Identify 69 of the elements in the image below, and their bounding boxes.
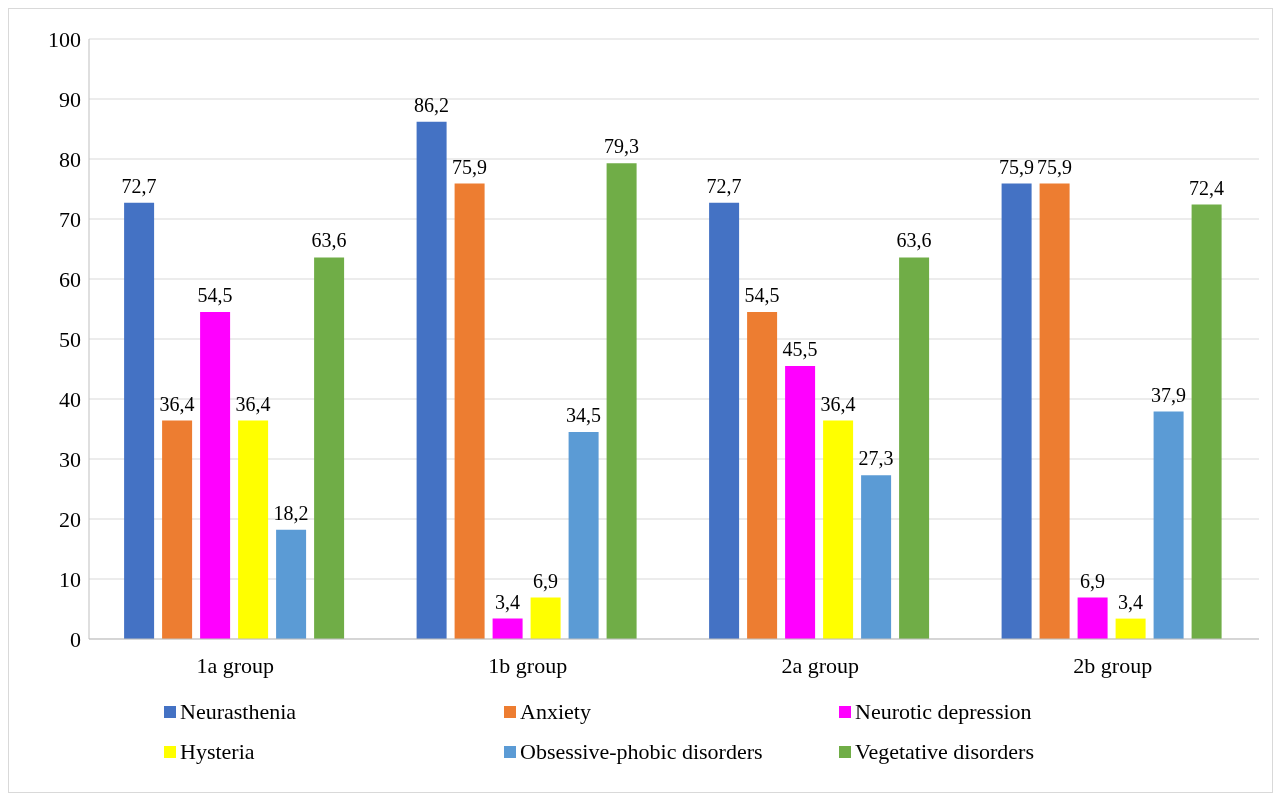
data-label: 3,4 — [1118, 590, 1144, 613]
y-tick-label: 50 — [59, 326, 81, 352]
legend-label: Anxiety — [520, 699, 591, 725]
y-tick-label: 40 — [59, 386, 81, 412]
data-label: 75,9 — [1037, 155, 1073, 178]
x-tick-label: 2a group — [781, 652, 860, 678]
bar — [492, 618, 523, 639]
y-tick-label: 60 — [59, 266, 81, 292]
legend-label: Neurotic depression — [855, 699, 1032, 725]
y-tick-label: 10 — [59, 566, 81, 592]
bar — [1153, 411, 1184, 639]
legend-label: Obsessive-phobic disorders — [520, 739, 763, 765]
bar — [709, 202, 740, 639]
bar — [238, 420, 269, 639]
x-tick-label: 1b group — [488, 652, 568, 678]
bar — [314, 257, 345, 639]
bar — [276, 529, 307, 639]
bar — [162, 420, 193, 639]
data-label: 27,3 — [858, 447, 894, 470]
data-label: 34,5 — [566, 404, 602, 426]
bar — [861, 475, 892, 639]
x-tick-label: 2b group — [1073, 652, 1153, 678]
bar — [1039, 183, 1070, 639]
y-tick-label: 0 — [70, 626, 81, 652]
data-label: 72,7 — [706, 174, 742, 197]
data-label: 36,4 — [820, 392, 856, 415]
bar — [785, 366, 816, 639]
bar — [1115, 618, 1146, 639]
bar — [1001, 183, 1032, 639]
data-label: 54,5 — [744, 284, 780, 306]
bar — [416, 121, 447, 639]
data-label: 72,4 — [1189, 176, 1225, 199]
y-tick-label: 20 — [59, 506, 81, 532]
bar — [823, 420, 854, 639]
bar — [899, 257, 930, 639]
data-label: 79,3 — [604, 135, 640, 158]
bar — [1077, 597, 1108, 639]
data-label: 36,4 — [235, 392, 271, 415]
data-label: 75,9 — [452, 155, 488, 178]
y-tick-label: 100 — [48, 26, 81, 52]
y-tick-label: 90 — [59, 86, 81, 112]
bar — [568, 432, 599, 639]
data-label: 6,9 — [1080, 569, 1106, 592]
data-label: 45,5 — [782, 338, 818, 360]
y-tick-label: 80 — [59, 146, 81, 172]
data-label: 54,5 — [197, 284, 233, 306]
data-label: 18,2 — [273, 501, 309, 524]
data-label: 37,9 — [1151, 383, 1187, 406]
y-tick-label: 30 — [59, 446, 81, 472]
x-tick-label: 1a group — [196, 652, 275, 678]
data-label: 3,4 — [495, 590, 521, 613]
data-label: 36,4 — [159, 392, 195, 415]
data-label: 63,6 — [311, 229, 347, 252]
bar — [200, 312, 231, 639]
bar — [530, 597, 561, 639]
data-label: 63,6 — [896, 229, 932, 252]
data-label: 72,7 — [121, 174, 157, 197]
data-label: 75,9 — [999, 155, 1035, 178]
bar — [454, 183, 485, 639]
bar — [606, 163, 637, 639]
bar — [747, 312, 778, 639]
legend-label: Hysteria — [180, 739, 255, 765]
legend-label: Neurasthenia — [180, 699, 297, 725]
data-label: 86,2 — [414, 93, 450, 116]
bar — [1191, 204, 1222, 639]
bar — [124, 202, 155, 639]
legend-label: Vegetative disorders — [855, 739, 1034, 765]
data-label: 6,9 — [533, 569, 559, 592]
y-tick-label: 70 — [59, 206, 81, 232]
